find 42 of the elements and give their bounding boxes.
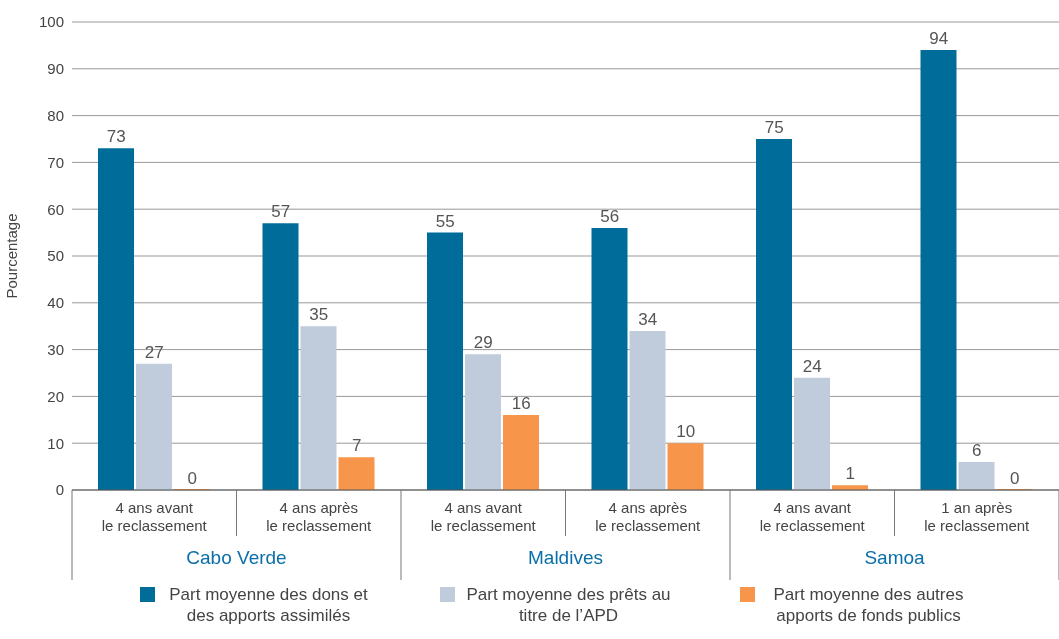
legend-label: Part moyenne des prêts au titre de l’APD [465,584,672,626]
data-label: 94 [929,29,949,49]
text: Maldives [528,547,603,568]
y-tick-label: 30 [47,340,64,358]
data-label: 35 [309,305,329,325]
y-tick-label: 50 [47,247,64,265]
data-label: 27 [144,342,164,362]
y-tick-label: 40 [47,294,64,312]
data-label: 0 [187,469,197,488]
y-tick-label: 100 [38,13,64,31]
y-axis-title: Pourcentage [3,213,21,299]
data-label: 10 [676,422,696,442]
data-label: 29 [473,333,493,353]
data-label: 57 [271,202,291,222]
text: Samoa [864,547,926,568]
text: Cabo Verde [186,547,287,568]
y-tick-label: 0 [55,481,64,499]
data-label: 73 [106,127,126,147]
data-label: 6 [972,440,982,460]
y-tick-label: 70 [47,153,64,171]
data-label: 34 [638,309,658,329]
y-tick-label: 80 [47,106,64,124]
x-tick-label: 4 ans avant le reclassement [101,499,208,534]
x-tick-label: 4 ans avant le reclassement [759,499,866,534]
y-tick-label: 90 [47,60,64,78]
data-label: 7 [352,436,362,456]
legend-label: Part moyenne des dons et des apports assimilés [168,584,369,626]
legend-label: Part moyenne des autres apports de fonds publics [772,584,965,626]
data-label: 0 [1010,469,1020,488]
x-tick-label: 4 ans après le reclassement [266,499,373,534]
data-label: 1 [845,464,855,484]
data-label: 24 [802,356,822,376]
y-tick-label: 20 [47,387,64,405]
data-label: 75 [764,118,784,137]
x-tick-label: 4 ans après le reclassement [595,499,702,534]
x-tick-label: 1 an après le reclassement [924,499,1031,534]
x-tick-label: 4 ans avant le reclassement [430,499,537,534]
data-label: 16 [511,394,531,414]
data-label: 55 [435,211,455,231]
y-tick-label: 60 [47,200,64,218]
y-tick-label: 10 [47,434,64,452]
data-label: 56 [600,206,620,226]
